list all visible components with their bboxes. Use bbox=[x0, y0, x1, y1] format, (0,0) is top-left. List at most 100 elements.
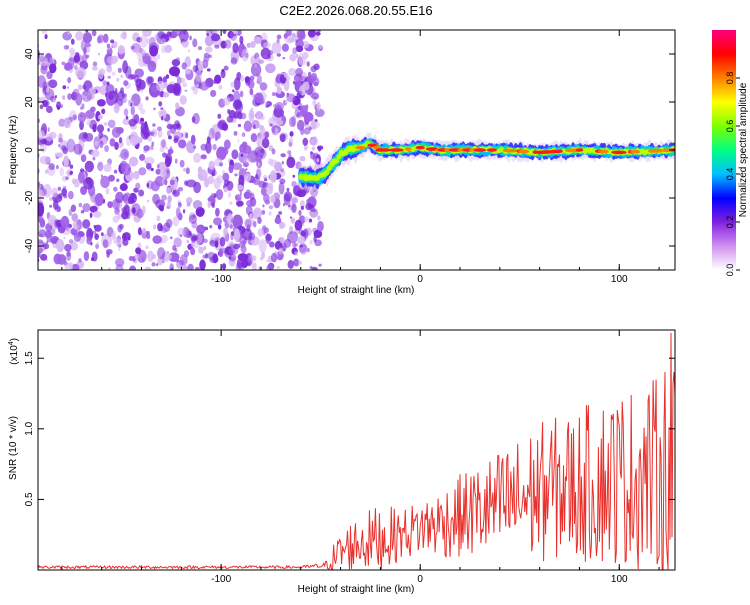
noise-blob bbox=[160, 37, 167, 44]
noise-blob bbox=[34, 209, 37, 216]
noise-blob bbox=[274, 216, 282, 225]
noise-blob bbox=[234, 194, 239, 201]
noise-blob bbox=[38, 233, 43, 238]
noise-blob bbox=[182, 82, 188, 88]
noise-blob bbox=[223, 179, 230, 186]
x-tick-label: 0 bbox=[417, 574, 423, 585]
colorbar-gradient bbox=[712, 30, 736, 270]
noise-blob bbox=[208, 54, 212, 59]
noise-blob bbox=[40, 138, 47, 145]
noise-blob bbox=[207, 197, 212, 201]
noise-blob bbox=[45, 105, 53, 114]
noise-blob bbox=[248, 109, 255, 122]
noise-blob bbox=[150, 167, 154, 172]
noise-blob bbox=[38, 75, 47, 88]
noise-blob bbox=[223, 187, 228, 193]
noise-blob bbox=[232, 99, 242, 110]
noise-blob bbox=[266, 183, 274, 195]
noise-blob bbox=[299, 244, 303, 248]
noise-blob bbox=[253, 36, 262, 45]
noise-blob bbox=[144, 160, 148, 165]
noise-blob bbox=[64, 243, 72, 252]
noise-blob bbox=[38, 152, 40, 159]
noise-blob bbox=[308, 218, 313, 223]
noise-blob bbox=[38, 118, 41, 124]
noise-blob bbox=[197, 60, 204, 70]
noise-blob bbox=[48, 79, 58, 89]
noise-blob bbox=[34, 32, 37, 37]
noise-blob bbox=[61, 61, 66, 66]
noise-blob bbox=[319, 44, 323, 50]
noise-blob bbox=[313, 229, 323, 239]
noise-blob bbox=[172, 189, 181, 197]
noise-blob bbox=[116, 178, 120, 182]
noise-blob bbox=[232, 42, 239, 54]
noise-blob bbox=[251, 262, 257, 270]
noise-blob bbox=[230, 233, 234, 241]
noise-blob bbox=[42, 99, 50, 107]
noise-blob bbox=[314, 108, 325, 118]
noise-blob bbox=[34, 172, 37, 175]
noise-blob bbox=[119, 33, 125, 39]
noise-blob bbox=[262, 174, 268, 180]
noise-blob bbox=[77, 111, 87, 123]
noise-blob bbox=[245, 205, 253, 216]
y-tick-label: 40 bbox=[24, 48, 35, 60]
noise-blob bbox=[293, 258, 300, 267]
noise-blob bbox=[252, 255, 257, 262]
noise-blob bbox=[39, 104, 44, 110]
noise-blob bbox=[67, 77, 72, 84]
noise-blob bbox=[204, 253, 209, 259]
noise-blob bbox=[286, 231, 299, 244]
y-tick-label: 0 bbox=[24, 147, 35, 153]
noise-blob bbox=[150, 180, 160, 192]
noise-blob bbox=[113, 186, 118, 192]
spectrogram-x-label: Height of straight line (km) bbox=[298, 285, 415, 296]
noise-blob bbox=[65, 176, 69, 181]
noise-blob bbox=[192, 112, 200, 125]
snr-frame bbox=[37, 329, 676, 571]
noise-blob bbox=[120, 74, 123, 78]
noise-blob bbox=[39, 155, 51, 165]
x-tick-label: 100 bbox=[611, 274, 628, 285]
noise-blob bbox=[97, 34, 105, 44]
noise-blob bbox=[211, 193, 216, 197]
noise-blob bbox=[171, 58, 181, 67]
noise-blob bbox=[132, 207, 136, 214]
colorbar-ticks: 0.0 0.2 0.4 0.6 0.8 bbox=[725, 72, 740, 276]
noise-blob bbox=[176, 76, 182, 85]
noise-blob bbox=[299, 200, 305, 208]
noise-blob bbox=[46, 81, 50, 87]
noise-blob bbox=[188, 230, 192, 237]
noise-blob bbox=[159, 224, 164, 232]
noise-blob bbox=[199, 81, 210, 91]
noise-blob bbox=[102, 80, 108, 86]
noise-blob bbox=[107, 75, 111, 79]
noise-blob bbox=[182, 226, 190, 238]
noise-blob bbox=[265, 233, 273, 242]
noise-blob bbox=[246, 199, 255, 207]
noise-blob bbox=[298, 209, 302, 216]
noise-blob bbox=[58, 133, 63, 140]
noise-blob bbox=[208, 32, 211, 37]
noise-blob bbox=[138, 167, 147, 176]
noise-blob bbox=[237, 123, 242, 128]
signal-core bbox=[486, 148, 498, 152]
noise-blob bbox=[158, 101, 163, 107]
noise-blob bbox=[237, 184, 244, 191]
noise-blob bbox=[140, 122, 149, 135]
noise-blob bbox=[286, 187, 290, 192]
noise-blob bbox=[94, 233, 99, 241]
noise-blob bbox=[229, 201, 233, 205]
noise-blob bbox=[98, 131, 104, 139]
noise-blob bbox=[205, 46, 213, 53]
noise-blob bbox=[218, 84, 223, 90]
noise-blob bbox=[161, 194, 167, 201]
noise-blob bbox=[289, 131, 294, 137]
noise-blob bbox=[62, 147, 68, 155]
noise-blob bbox=[259, 126, 266, 140]
noise-blob bbox=[39, 143, 47, 153]
noise-blob bbox=[34, 153, 36, 156]
noise-blob bbox=[139, 34, 148, 48]
noise-blob bbox=[69, 241, 79, 251]
